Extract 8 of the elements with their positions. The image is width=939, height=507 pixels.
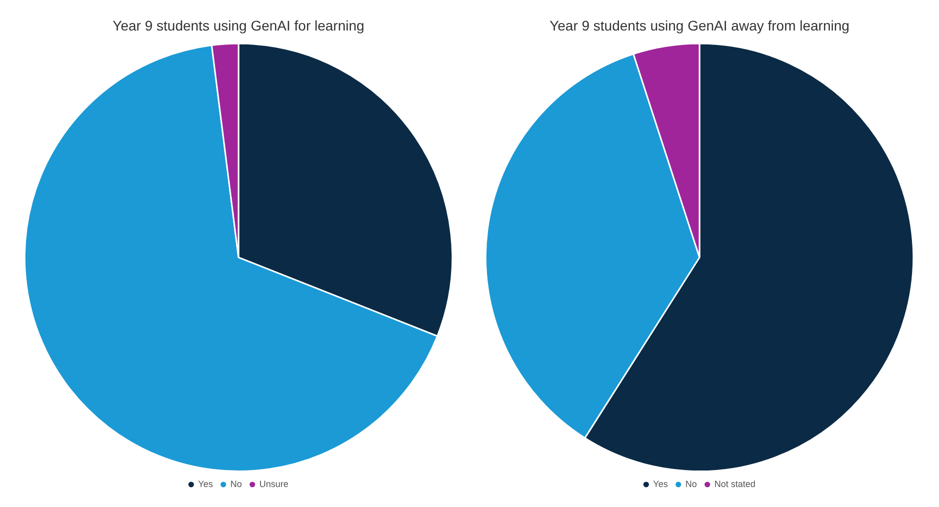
chart-title: Year 9 students using GenAI for learning [112,17,364,34]
legend-label: No [685,478,697,489]
chart-title: Year 9 students using GenAI away from learning [550,17,850,34]
legend-label: Yes [653,478,668,489]
legend-label: Yes [198,478,214,489]
legend-label: Not stated [714,478,756,489]
legend-label: No [230,478,242,489]
legend-label: Unsure [259,478,288,489]
